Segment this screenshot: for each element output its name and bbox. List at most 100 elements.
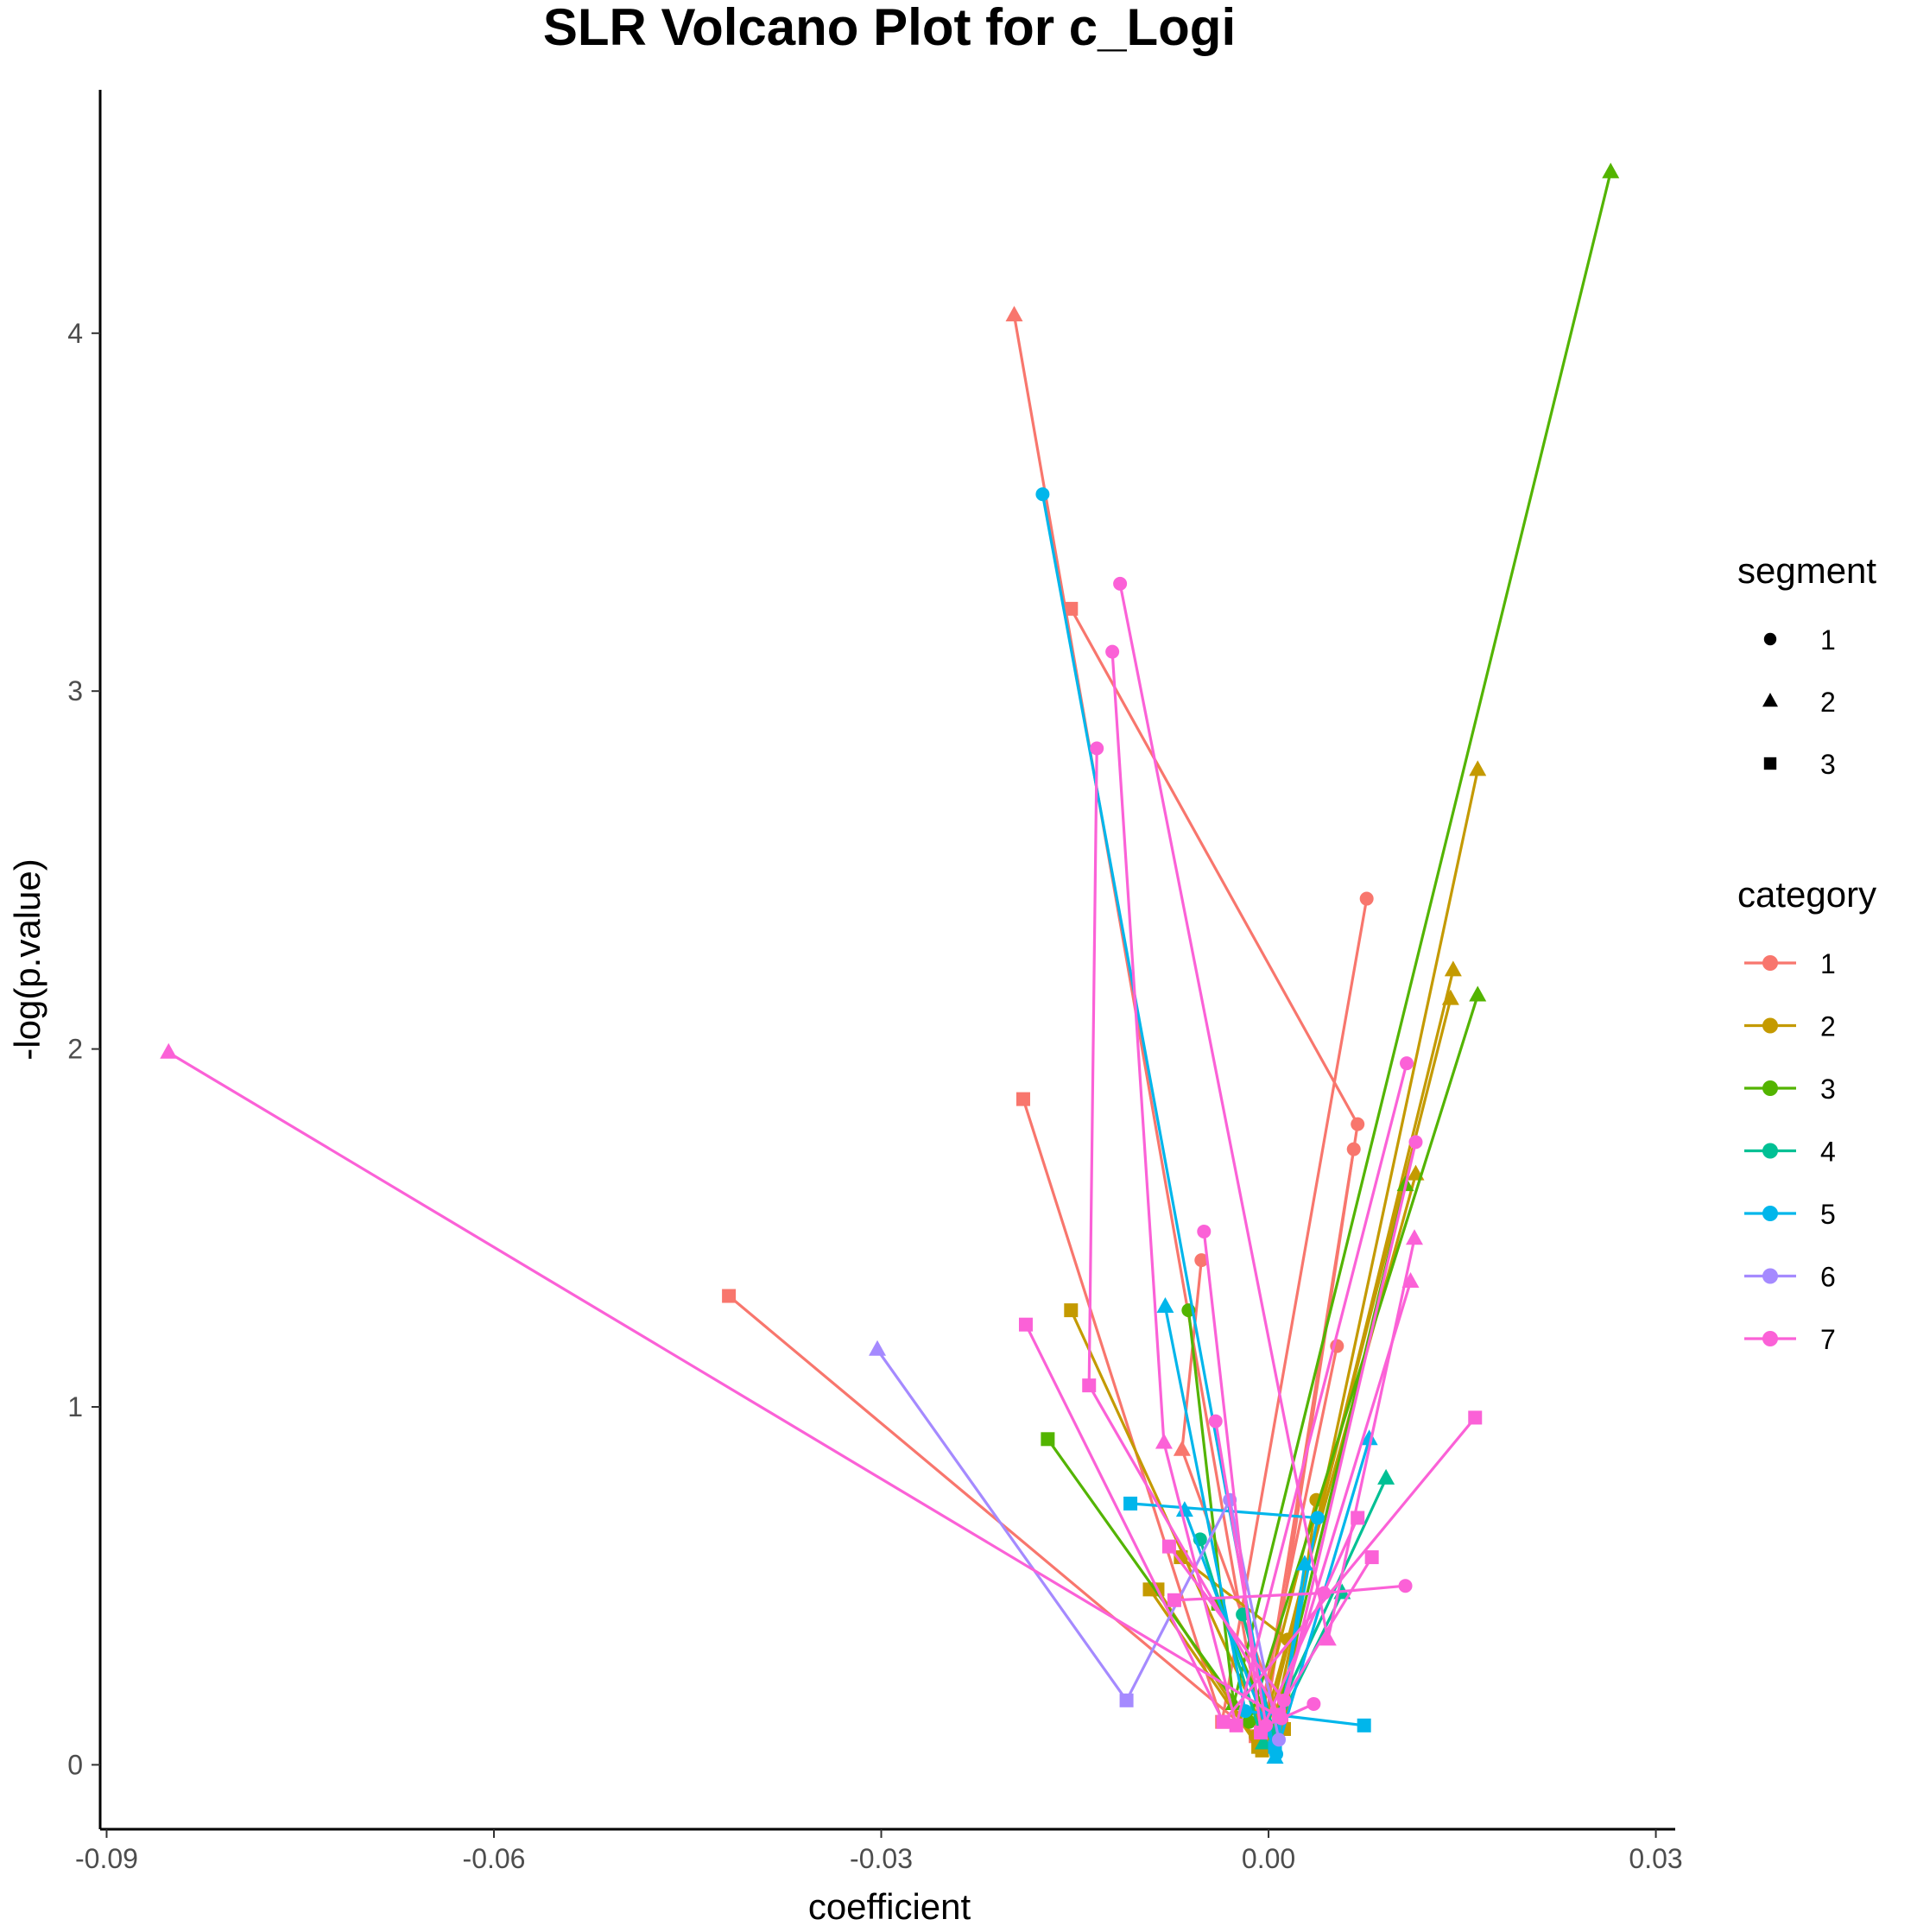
- series-line: [1118, 583, 1416, 1642]
- data-point: [1295, 1555, 1313, 1571]
- data-point: [1602, 162, 1620, 179]
- data-point: [1359, 891, 1374, 906]
- legend-label-segment: 2: [1820, 687, 1836, 718]
- data-point: [1119, 1693, 1134, 1707]
- data-point: [1035, 487, 1050, 502]
- data-point: [1015, 1092, 1030, 1106]
- legend-key-segment: [1763, 757, 1777, 770]
- series-category-2: [1064, 760, 1487, 1758]
- y-tick-label: 3: [67, 675, 83, 706]
- data-point: [1105, 644, 1120, 659]
- y-axis-title: -log(p.value): [7, 858, 47, 1060]
- legend-key-dot: [1762, 1080, 1778, 1096]
- legend-key-dot: [1762, 955, 1778, 971]
- series-line: [1110, 651, 1408, 1727]
- legend-title-category: category: [1737, 874, 1876, 915]
- data-point: [1208, 1414, 1223, 1428]
- x-tick-label: 0.03: [1629, 1843, 1682, 1874]
- data-point: [1156, 1296, 1174, 1313]
- data-point: [1357, 1718, 1371, 1732]
- legend-key-dot: [1762, 1268, 1778, 1284]
- data-point: [1161, 1539, 1176, 1554]
- legend-key-dot: [1762, 1331, 1778, 1346]
- data-point: [1113, 576, 1128, 591]
- data-point: [1194, 1253, 1209, 1268]
- data-point: [1082, 1378, 1097, 1393]
- x-tick-label: -0.03: [850, 1843, 913, 1874]
- data-point: [1155, 1433, 1173, 1449]
- y-tick-label: 4: [67, 318, 83, 349]
- data-point: [869, 1340, 887, 1356]
- data-point: [1167, 1593, 1181, 1607]
- data-point: [1468, 1410, 1483, 1425]
- data-point: [1090, 741, 1104, 756]
- data-point: [1259, 1718, 1274, 1732]
- data-point: [1469, 985, 1487, 1002]
- chart-title: SLR Volcano Plot for c_Logi: [543, 0, 1236, 56]
- data-point: [1405, 1229, 1423, 1245]
- data-point: [1269, 1746, 1284, 1761]
- data-point: [1377, 1468, 1395, 1485]
- data-point: [1306, 1696, 1321, 1711]
- data-point: [1242, 1714, 1256, 1729]
- data-point: [1175, 1501, 1193, 1517]
- y-tick-label: 1: [67, 1391, 83, 1422]
- series-line: [168, 1051, 1418, 1720]
- legend-label-category: 5: [1820, 1199, 1836, 1230]
- data-point: [1272, 1732, 1287, 1747]
- data-point: [1173, 1440, 1191, 1456]
- data-point: [1360, 1429, 1378, 1446]
- data-point: [1229, 1718, 1243, 1732]
- data-point: [1018, 1317, 1033, 1332]
- data-point: [1351, 1117, 1365, 1131]
- data-point: [1276, 1693, 1291, 1707]
- data-point: [1310, 1511, 1325, 1525]
- x-axis-title: coefficient: [808, 1886, 971, 1927]
- data-point: [1441, 989, 1459, 1005]
- legend-key-segment: [1763, 632, 1777, 646]
- legend-key-dot: [1762, 1206, 1778, 1221]
- y-tick-label: 0: [67, 1749, 83, 1780]
- series-line: [1148, 1174, 1418, 1749]
- x-tick-label: -0.06: [463, 1843, 526, 1874]
- legend-label-category: 3: [1820, 1074, 1836, 1105]
- axes: [98, 90, 1675, 1831]
- data-point: [1174, 1550, 1188, 1565]
- x-tick-label: -0.09: [75, 1843, 138, 1874]
- data-point: [1401, 1271, 1420, 1288]
- data-point: [1364, 1550, 1379, 1565]
- series-category-5: [1035, 487, 1378, 1764]
- legend-label-category: 6: [1820, 1262, 1836, 1293]
- data-point: [1255, 1733, 1273, 1750]
- data-point: [722, 1289, 737, 1303]
- legend-label-segment: 3: [1820, 749, 1836, 780]
- legend-label-category: 4: [1820, 1137, 1836, 1168]
- data-point: [1469, 760, 1487, 776]
- data-point: [1197, 1224, 1212, 1238]
- series-line: [1047, 994, 1479, 1724]
- data-point: [1351, 1511, 1365, 1525]
- data-point: [1319, 1630, 1337, 1646]
- ticks: -0.09 -0.06 -0.03 0.00 0.03 0 1 2 3 4: [67, 318, 1683, 1874]
- legend-key-segment: [1762, 693, 1778, 707]
- legend-title-segment: segment: [1737, 550, 1876, 591]
- data-point: [1317, 1586, 1332, 1600]
- legend-key-dot: [1762, 1143, 1778, 1159]
- series-category-7: [160, 576, 1483, 1740]
- data-point: [1123, 1496, 1138, 1511]
- data-point: [1408, 1135, 1423, 1150]
- legend-label-category: 1: [1820, 948, 1836, 979]
- data-point: [1005, 306, 1023, 322]
- legend-label-category: 2: [1820, 1011, 1836, 1042]
- legend-key-dot: [1762, 1017, 1778, 1034]
- data-point: [1216, 1714, 1231, 1729]
- data-point: [1398, 1579, 1413, 1593]
- data-point: [1444, 960, 1462, 977]
- series-line: [1069, 770, 1479, 1745]
- data-point: [1400, 1056, 1414, 1071]
- legend: segment 1 2 3 category 1 2 3 4 5 6 7: [1737, 550, 1876, 1355]
- series-line: [1186, 171, 1612, 1706]
- y-tick-label: 2: [67, 1034, 83, 1065]
